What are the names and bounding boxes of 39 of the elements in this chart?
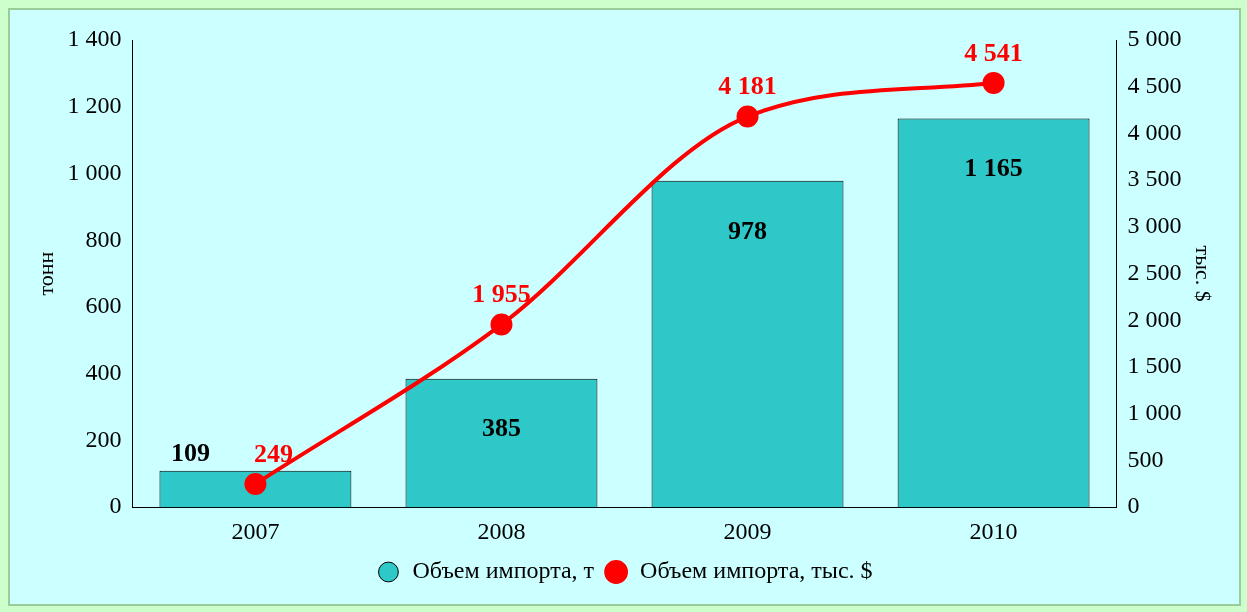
y2-tick-label: 1 000 <box>1127 399 1182 426</box>
data-label: 4 541 <box>964 37 1023 67</box>
y-tick-label: 1 200 <box>67 92 122 119</box>
y2-tick-label: 2 000 <box>1127 305 1182 332</box>
point <box>244 472 267 495</box>
data-label: 1 165 <box>964 153 1023 183</box>
x-tick-label: 2008 <box>477 517 526 544</box>
point <box>490 313 513 336</box>
y-tick-label: 800 <box>85 225 122 252</box>
y2-tick-label: 2 500 <box>1127 258 1182 285</box>
data-label: 385 <box>481 413 521 443</box>
x-tick-label: 2010 <box>969 517 1018 544</box>
data-label: 1 955 <box>472 279 531 309</box>
y-tick-label: 1 400 <box>67 25 122 52</box>
x-tick-label: 2009 <box>723 517 772 544</box>
y2-tick-label: 3 000 <box>1127 212 1182 239</box>
y-tick-label: 1 000 <box>67 158 122 185</box>
y2-tick-label: 4 500 <box>1127 72 1182 99</box>
y2-tick-label: 500 <box>1127 445 1164 472</box>
data-label: 249 <box>253 438 293 468</box>
data-label: 978 <box>728 215 768 245</box>
legend-label: Объем импорта, тыс. $ <box>640 557 873 584</box>
y-tick-label: 400 <box>85 359 122 386</box>
data-label: 109 <box>170 437 210 467</box>
y2-tick-label: 0 <box>1127 492 1140 519</box>
y2-tick-label: 3 500 <box>1127 165 1182 192</box>
y2-axis-title: тыс. $ <box>1191 245 1217 302</box>
legend-label: Объем импорта, т <box>412 557 595 584</box>
point <box>736 105 759 128</box>
y-axis-title: тонн <box>32 251 58 296</box>
y2-tick-label: 5 000 <box>1127 25 1182 52</box>
x-tick-label: 2007 <box>231 517 280 544</box>
y2-tick-label: 1 500 <box>1127 352 1182 379</box>
y-tick-label: 600 <box>85 292 122 319</box>
y2-tick-label: 4 000 <box>1127 118 1182 145</box>
y-tick-label: 0 <box>109 492 122 519</box>
y-tick-label: 200 <box>85 425 122 452</box>
data-label: 4 181 <box>718 71 777 101</box>
point <box>982 71 1005 94</box>
